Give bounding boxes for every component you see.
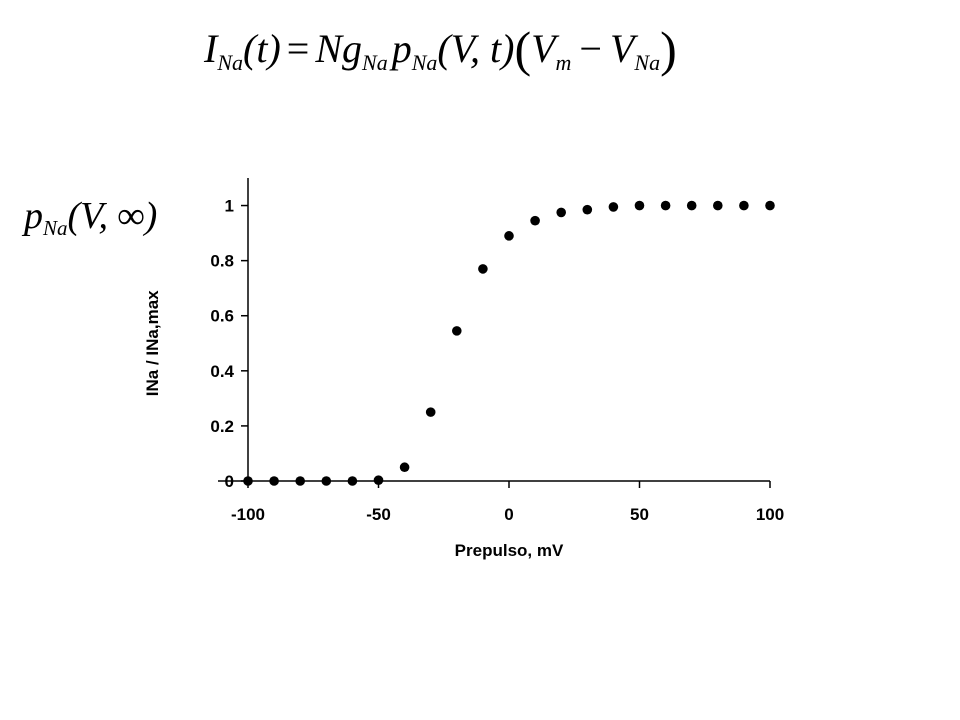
steady-state-probability-label: pNa(V, ∞) [21, 195, 157, 240]
data-point [765, 200, 775, 211]
membrane-voltage-subscript: m [556, 50, 572, 75]
data-point [713, 200, 723, 211]
activation-scatter-chart: 0 0.2 0.4 0.6 0.8 1 -100 -50 0 50 100 Prepulso, m… [143, 178, 784, 560]
x-axis-ticks: -100 -50 0 50 100 [231, 481, 784, 524]
data-point [243, 476, 253, 486]
data-point [321, 476, 332, 486]
channel-count-symbol: N [314, 26, 344, 71]
data-point [425, 407, 436, 417]
data-point [347, 476, 358, 486]
data-point [634, 200, 645, 211]
x-tick-label: 100 [756, 505, 784, 524]
time-argument: (t) [243, 26, 281, 71]
conductance-subscript: Na [361, 50, 388, 75]
x-tick-label: -100 [231, 505, 265, 524]
current-symbol: I [203, 26, 219, 71]
y-tick-label: 1 [225, 197, 234, 216]
data-point [582, 204, 593, 215]
membrane-voltage-symbol: V [531, 26, 560, 71]
data-point [530, 215, 540, 226]
reversal-voltage-symbol: V [610, 26, 639, 71]
data-point [373, 475, 384, 485]
data-point [556, 207, 566, 218]
x-tick-label: 0 [504, 505, 513, 524]
data-point [452, 326, 462, 336]
y-tick-label: 0.2 [210, 417, 234, 436]
conductance-symbol: g [342, 26, 362, 71]
y-tick-label: 0.6 [210, 307, 234, 326]
reversal-voltage-subscript: Na [633, 50, 660, 75]
driving-force-open-paren: ( [514, 21, 531, 77]
sodium-current-equation: INa(t) = NgNa pNa(V, t)(Vm − VNa) [203, 21, 677, 77]
x-tick-label: 50 [630, 505, 649, 524]
minus-sign: − [579, 26, 602, 71]
driving-force-close-paren: ) [660, 21, 677, 77]
x-tick-label: -50 [366, 505, 391, 524]
y-tick-label: 0.8 [210, 252, 234, 271]
data-points [243, 200, 775, 486]
y-tick-label: 0.4 [210, 362, 234, 381]
current-subscript: Na [216, 50, 243, 75]
data-point [608, 202, 619, 212]
data-point [478, 264, 488, 274]
probability-subscript: Na [411, 50, 438, 75]
x-axis-label: Prepulso, mV [455, 541, 564, 560]
data-point [269, 476, 279, 486]
equals-sign: = [287, 26, 310, 71]
y-tick-label: 0 [225, 472, 234, 491]
data-point [399, 462, 410, 473]
data-point [686, 200, 697, 211]
data-point [660, 200, 671, 211]
data-point [739, 200, 749, 211]
data-point [504, 231, 514, 241]
probability-argument: (V, t) [437, 26, 514, 71]
probability-symbol: p [389, 26, 412, 71]
steady-state-argument: (V, ∞) [68, 195, 158, 237]
steady-state-symbol: p [21, 195, 43, 237]
y-axis-label: INa / INa,max [143, 290, 162, 396]
data-point [295, 476, 306, 486]
steady-state-subscript: Na [42, 216, 68, 240]
y-axis-ticks: 0 0.2 0.4 0.6 0.8 1 [210, 197, 248, 491]
